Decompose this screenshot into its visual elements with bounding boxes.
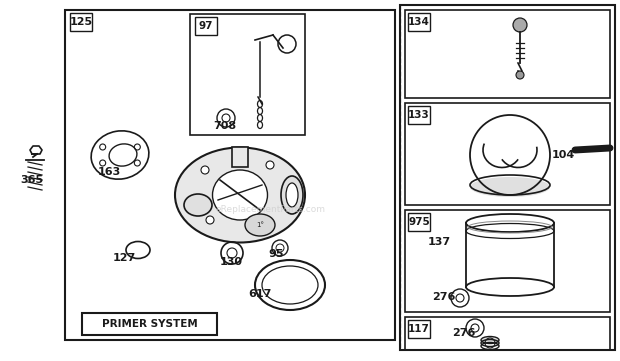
Text: 95: 95 [268,249,283,259]
Text: 1°: 1° [256,222,264,228]
Text: 127: 127 [113,253,136,263]
Ellipse shape [175,148,305,243]
Bar [405,210,610,312]
Text: 117: 117 [408,324,430,334]
Text: 137: 137 [428,237,451,247]
Ellipse shape [470,177,550,197]
Bar [408,106,430,124]
Ellipse shape [184,194,212,216]
Text: eReplacementParts.com: eReplacementParts.com [215,205,325,214]
Bar [65,10,395,340]
Text: 708: 708 [213,121,236,131]
Circle shape [266,161,274,169]
Bar [232,147,248,167]
Bar [405,10,610,98]
Text: 163: 163 [98,167,122,177]
Ellipse shape [245,214,275,236]
Text: 97: 97 [199,21,213,31]
Ellipse shape [281,176,303,214]
Text: 276: 276 [452,328,476,338]
Bar [408,320,430,338]
Text: 975: 975 [408,217,430,227]
Bar [405,103,610,205]
Bar [82,313,217,335]
Text: 276: 276 [432,292,455,302]
Text: 134: 134 [408,17,430,27]
Circle shape [206,216,214,224]
Bar [195,17,217,35]
Bar [70,13,92,31]
Bar [408,213,430,231]
Circle shape [513,18,527,32]
Text: PRIMER SYSTEM: PRIMER SYSTEM [102,319,197,329]
Text: 104: 104 [552,150,575,160]
Text: 130: 130 [220,257,243,267]
Bar [400,5,615,350]
Circle shape [516,71,524,79]
Text: 617: 617 [248,289,272,299]
Text: 365: 365 [20,175,43,185]
Ellipse shape [213,170,267,220]
Text: 125: 125 [69,17,92,27]
Ellipse shape [286,183,298,207]
Bar [408,13,430,31]
Text: 133: 133 [408,110,430,120]
Ellipse shape [481,336,499,344]
Circle shape [201,166,209,174]
Bar [405,317,610,350]
Bar [190,14,305,135]
